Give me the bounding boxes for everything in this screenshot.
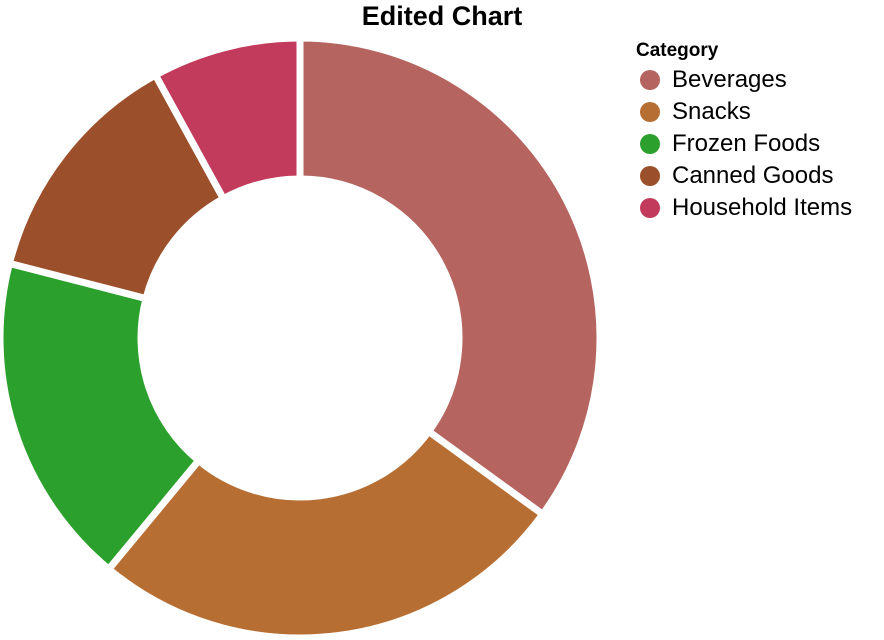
donut-slices (0, 34, 604, 640)
slice-household-items (151, 34, 304, 203)
legend-swatch (640, 166, 660, 186)
legend-swatch (640, 102, 660, 122)
legend-label: Household Items (672, 194, 853, 221)
legend-items: Beverages Snacks Frozen Foods Canned Goods H… (636, 64, 852, 224)
legend-swatch (640, 198, 660, 218)
slice-beverages (296, 34, 604, 518)
chart-title: Edited Chart (361, 1, 523, 31)
legend-swatch (640, 70, 660, 90)
legend-label: Beverages (672, 66, 787, 93)
legend-item-canned-goods: Canned Goods (636, 160, 852, 192)
legend-label: Canned Goods (672, 162, 834, 189)
slice-snacks (105, 427, 547, 640)
legend-label: Frozen Foods (672, 130, 821, 157)
legend: Category Beverages Snacks Frozen Foods Cann… (636, 38, 852, 224)
slice-frozen-foods (0, 259, 203, 573)
legend-item-frozen-foods: Frozen Foods (636, 128, 852, 160)
legend-title: Category (636, 40, 719, 61)
legend-item-household-items: Household Items (636, 192, 852, 224)
legend-swatch (640, 134, 660, 154)
legend-item-snacks: Snacks (636, 96, 852, 128)
legend-label: Snacks (672, 98, 751, 125)
legend-item-beverages: Beverages (636, 64, 852, 96)
